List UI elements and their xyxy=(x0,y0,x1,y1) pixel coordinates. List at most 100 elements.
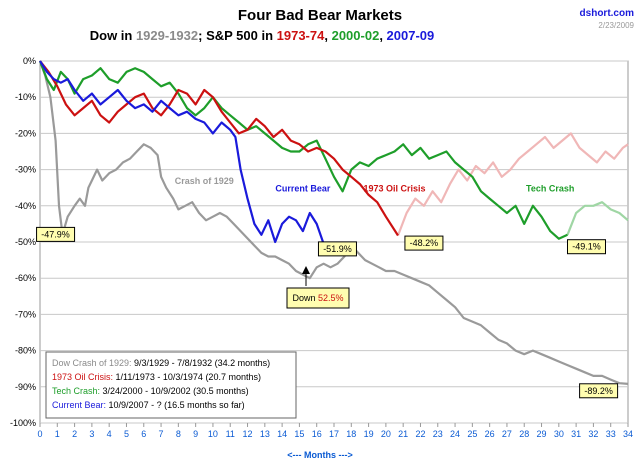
x-tick-label: 30 xyxy=(554,429,564,439)
subtitle-part-5: 2000-02 xyxy=(332,28,380,43)
down-callout: Down 52.5% xyxy=(286,266,350,309)
annotation-label: 1973 Oil Crisis xyxy=(364,183,426,193)
series-line-2 xyxy=(38,60,568,240)
x-tick-label: 24 xyxy=(450,429,460,439)
down-callout-prefix: Down xyxy=(292,293,318,303)
y-axis-ticks: 0% -10% -20% -30% -40% -50% -60% -70% -80% -90% -1… xyxy=(10,56,36,428)
legend-label: Tech Crash: xyxy=(52,386,100,396)
x-tick-label: 26 xyxy=(485,429,495,439)
series-line-1 xyxy=(39,60,399,237)
x-tick-label: 8 xyxy=(176,429,181,439)
x-tick-label: 29 xyxy=(537,429,547,439)
y-tick-label: -80% xyxy=(15,346,36,356)
subtitle-part-6: , xyxy=(379,28,386,43)
x-tick-label: 5 xyxy=(124,429,129,439)
x-tick-label: 32 xyxy=(588,429,598,439)
subtitle-part-7: 2007-09 xyxy=(387,28,435,43)
subtitle-part-2: ; S&P 500 in xyxy=(198,28,277,43)
down-callout-box xyxy=(286,287,350,309)
x-tick-label: 10 xyxy=(208,429,218,439)
series-lines xyxy=(38,60,629,385)
callout-box xyxy=(566,239,606,255)
x-tick-label: 12 xyxy=(243,429,253,439)
legend-text: 9/3/1929 - 7/8/1932 (34.2 months) xyxy=(132,358,271,368)
x-tick-label: 0 xyxy=(37,429,42,439)
value-callouts: -47.9% -51.9% -48.2% -49.1% -89.2% xyxy=(36,226,619,399)
x-tick-label: 13 xyxy=(260,429,270,439)
subtitle-part-0: Dow in xyxy=(90,28,136,43)
legend-row: Tech Crash: 3/24/2000 - 10/9/2002 (30.5 … xyxy=(52,386,249,396)
x-tick-label: 16 xyxy=(312,429,322,439)
series-annotations: Crash of 1929 Current Bear 1973 Oil Crisis… xyxy=(175,176,575,193)
annotation-label: Current Bear xyxy=(275,183,331,193)
callout-label: -47.9% xyxy=(41,229,70,239)
x-tick-label: 28 xyxy=(519,429,529,439)
x-axis-ticks: 0 1 2 3 4 5 6 7 8 9 10 11 12 13 14 15 16 17 18 19 20 21 22 23 24… xyxy=(37,423,633,439)
down-arrow-head xyxy=(302,266,310,274)
x-tick-label: 3 xyxy=(89,429,94,439)
legend-row: 1973 Oil Crisis: 1/11/1973 - 10/3/1974 (… xyxy=(52,372,261,382)
x-axis-label: <--- Months ---> xyxy=(287,450,353,460)
y-tick-label: -60% xyxy=(15,273,36,283)
x-tick-label: 20 xyxy=(381,429,391,439)
x-tick-label: 19 xyxy=(364,429,374,439)
x-tick-label: 7 xyxy=(159,429,164,439)
source-label: dshort.com xyxy=(580,8,635,19)
legend-rows: Dow Crash of 1929: 9/3/1929 - 7/8/1932 (… xyxy=(52,358,270,410)
x-tick-label: 4 xyxy=(107,429,112,439)
series-line-4 xyxy=(396,132,629,236)
y-tick-label: -20% xyxy=(15,128,36,138)
legend-box xyxy=(45,351,297,419)
legend-text: 10/9/2007 - ? (16.5 months so far) xyxy=(106,400,245,410)
callout-box xyxy=(579,383,619,399)
chart-title: Four Bad Bear Markets xyxy=(238,7,402,24)
annotation-label: Crash of 1929 xyxy=(175,176,234,186)
subtitle-part-1: 1929-1932 xyxy=(136,28,198,43)
x-tick-label: 18 xyxy=(346,429,356,439)
x-tick-label: 9 xyxy=(193,429,198,439)
x-tick-label: 27 xyxy=(502,429,512,439)
chart-subtitle: Dow in 1929-1932; S&P 500 in 1973-74, 20… xyxy=(90,28,435,43)
x-tick-label: 23 xyxy=(433,429,443,439)
subtitle-part-4: , xyxy=(324,28,331,43)
callout-box xyxy=(317,241,357,257)
x-tick-label: 25 xyxy=(467,429,477,439)
series-line-3 xyxy=(39,60,327,250)
callout-label: -48.2% xyxy=(410,238,439,248)
y-tick-label: 0% xyxy=(23,56,36,66)
down-callout-text: Down 52.5% xyxy=(292,293,343,303)
y-tick-label: -70% xyxy=(15,309,36,319)
y-tick-label: -30% xyxy=(15,165,36,175)
callout-box xyxy=(36,226,76,242)
down-callout-value: 52.5% xyxy=(318,293,344,303)
y-tick-label: -50% xyxy=(15,237,36,247)
y-tick-label: -40% xyxy=(15,201,36,211)
x-tick-label: 14 xyxy=(277,429,287,439)
callout-box xyxy=(404,235,444,251)
y-tick-label: -90% xyxy=(15,382,36,392)
subtitle-part-3: 1973-74 xyxy=(277,28,325,43)
x-tick-label: 33 xyxy=(606,429,616,439)
legend: Dow Crash of 1929: 9/3/1929 - 7/8/1932 (… xyxy=(45,351,297,419)
x-tick-label: 15 xyxy=(294,429,304,439)
y-tick-label: -10% xyxy=(15,92,36,102)
legend-row: Dow Crash of 1929: 9/3/1929 - 7/8/1932 (… xyxy=(52,358,270,368)
x-tick-label: 22 xyxy=(415,429,425,439)
y-tick-label: -100% xyxy=(10,418,36,428)
x-tick-label: 34 xyxy=(623,429,633,439)
legend-text: 3/24/2000 - 10/9/2002 (30.5 months) xyxy=(100,386,249,396)
legend-label: 1973 Oil Crisis: xyxy=(52,372,113,382)
series-line-5 xyxy=(566,201,629,236)
date-label: 2/23/2009 xyxy=(598,21,634,30)
x-tick-label: 6 xyxy=(141,429,146,439)
x-tick-label: 2 xyxy=(72,429,77,439)
annotation-label: Tech Crash xyxy=(526,183,574,193)
callout-label: -51.9% xyxy=(323,244,352,254)
legend-row: Current Bear: 10/9/2007 - ? (16.5 months… xyxy=(52,400,245,410)
legend-text: 1/11/1973 - 10/3/1974 (20.7 months) xyxy=(113,372,261,382)
x-tick-label: 31 xyxy=(571,429,581,439)
legend-label: Current Bear: xyxy=(52,400,106,410)
series-line-0 xyxy=(38,60,629,385)
x-tick-label: 21 xyxy=(398,429,408,439)
